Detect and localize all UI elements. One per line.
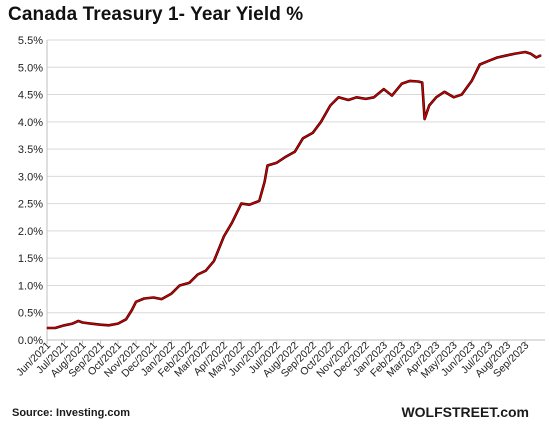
data-point (479, 63, 481, 66)
data-point (231, 222, 233, 224)
x-axis: Jun/2021Jul/2021Aug/2021Sep/2021Oct/2021… (14, 339, 545, 381)
data-point (188, 282, 191, 284)
data-point (152, 296, 155, 299)
y-tick-label: 1.0% (18, 280, 43, 292)
data-point (81, 321, 84, 324)
data-point (461, 93, 463, 96)
data-point (423, 118, 426, 120)
data-point (71, 323, 74, 325)
data-point (355, 96, 358, 98)
data-point (179, 284, 181, 287)
data-point (284, 156, 286, 158)
data-point (535, 56, 537, 59)
data-point (46, 327, 48, 329)
data-point (161, 298, 163, 300)
data-point (117, 323, 119, 325)
data-point (453, 96, 455, 98)
data-point (320, 121, 322, 123)
data-point (294, 151, 296, 153)
chart-title: Canada Treasury 1- Year Yield % (8, 4, 304, 25)
data-point (529, 53, 532, 55)
data-point (329, 104, 331, 107)
data-point (435, 96, 437, 98)
y-tick-label: 4.0% (18, 117, 43, 129)
data-point (421, 81, 423, 84)
data-point (347, 99, 349, 101)
data-point (514, 53, 516, 55)
data-point (108, 324, 110, 326)
data-point (506, 54, 508, 56)
data-point (496, 56, 498, 59)
data-point (471, 80, 473, 82)
y-tick-label: 3.5% (18, 144, 43, 156)
data-point (337, 96, 340, 98)
data-point (135, 301, 137, 303)
y-axis: 0.0% 0.5% 1.0% 1.5% 2.0% 2.5% 3.0% 3.5% 4.0% 4.5%… (18, 35, 48, 347)
data-point (266, 164, 269, 167)
data-point (125, 318, 127, 320)
y-tick-label: 5.0% (18, 62, 43, 74)
data-point (391, 95, 393, 97)
data-point (54, 327, 56, 329)
data-point (240, 203, 242, 205)
data-point (365, 98, 367, 100)
y-tick-label: 2.5% (18, 199, 43, 211)
data-point (401, 83, 403, 85)
data-point (143, 297, 145, 300)
data-point (213, 260, 215, 262)
data-point (90, 323, 92, 325)
data-point (170, 293, 173, 295)
data-point (302, 137, 304, 139)
data-point (258, 200, 260, 202)
data-point (409, 80, 411, 82)
data-point (131, 309, 133, 311)
data-point (524, 51, 526, 53)
data-point (276, 162, 278, 164)
brand-label: WOLFSTREET.com (401, 404, 529, 420)
data-point (540, 54, 542, 56)
y-tick-label: 4.5% (18, 90, 43, 102)
y-tick-label: 1.5% (18, 253, 43, 265)
series-line-shadow (47, 50, 542, 330)
data-point (197, 273, 199, 276)
data-point (373, 96, 375, 98)
data-point (77, 320, 80, 322)
data-point (312, 132, 314, 134)
series-layer (46, 50, 542, 330)
data-point (383, 88, 385, 90)
data-point (99, 324, 102, 326)
y-tick-label: 0.5% (18, 308, 43, 320)
data-point (443, 91, 445, 93)
series-line (47, 51, 542, 329)
data-point (63, 324, 66, 326)
source-note: Source: Investing.com (12, 407, 130, 419)
data-point (417, 80, 419, 83)
y-tick-label: 2.0% (18, 226, 43, 238)
y-tick-label: 0.0% (18, 335, 43, 347)
data-point (428, 104, 430, 107)
data-point (248, 204, 251, 206)
data-point (488, 60, 490, 62)
data-point (205, 270, 207, 272)
data-point (223, 235, 225, 237)
y-tick-label: 3.0% (18, 171, 43, 183)
y-tick-label: 5.5% (18, 35, 43, 47)
data-point (263, 181, 266, 183)
